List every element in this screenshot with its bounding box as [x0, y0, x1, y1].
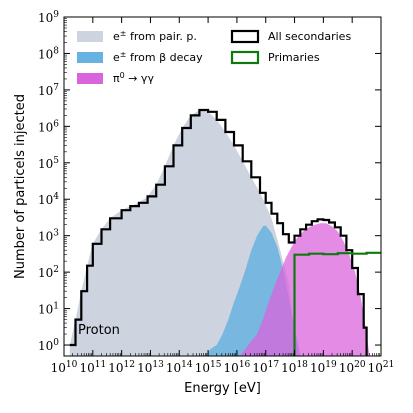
legend-swatch-primaries [230, 50, 260, 65]
y-tick-label: 104 [38, 192, 59, 207]
legend-label-primaries: Primaries [268, 51, 320, 64]
x-tick-label: 1011 [79, 360, 106, 375]
x-tick-label: 1015 [195, 360, 222, 375]
y-axis-title: Number of particels injected [13, 94, 28, 279]
plot-frame [63, 16, 382, 357]
legend: e± from pair. p. e± from β decay π0 → γγ Al… [77, 29, 351, 85]
x-tick-label: 1019 [310, 360, 337, 375]
legend-label-e-from-pair-p: e± from pair. p. [113, 29, 197, 43]
series-0-area [239, 223, 370, 356]
legend-label-e-from-decay: e± from β decay [113, 50, 203, 64]
y-tick-label: 102 [38, 265, 59, 280]
y-tick-label: 106 [38, 119, 59, 134]
x-tick-label: 1013 [137, 360, 164, 375]
y-tick-label: 107 [38, 83, 59, 98]
ticks-layer: 1010 1011 1012 1013 1014 1015 1016 1017 1018 1019… [38, 10, 394, 375]
y-tick-label: 101 [38, 302, 59, 317]
x-tick-label: 1014 [166, 360, 193, 375]
plot-annotation: Proton [78, 323, 120, 338]
x-tick-label: 1018 [281, 360, 308, 375]
y-tick-label: 109 [38, 10, 59, 25]
legend-swatch-all-secondaries [230, 29, 260, 44]
x-tick-label: 1021 [368, 360, 395, 375]
series-all-secondaries-line [69, 108, 368, 356]
x-tick-label: 1016 [224, 360, 251, 375]
y-tick-label: 105 [38, 156, 59, 171]
x-tick-label: 1017 [252, 360, 279, 375]
y-tick-label: 108 [38, 46, 59, 61]
series-primaries-line [293, 251, 381, 356]
legend-label-0: π0 → γγ [113, 71, 154, 85]
x-tick-label: 1020 [339, 360, 366, 375]
legend-label-all-secondaries: All secondaries [268, 30, 351, 43]
x-tick-label: 1012 [108, 360, 135, 375]
y-tick-label: 103 [38, 229, 59, 244]
y-tick-label: 100 [38, 338, 59, 353]
legend-swatch-e-from-pair-p [77, 31, 103, 42]
legend-swatch-e-from-decay [77, 52, 103, 63]
x-axis-title: Energy [eV] [184, 381, 261, 396]
legend-swatch-0 [77, 73, 103, 84]
series-layer [69, 108, 381, 356]
x-tick-label: 1010 [51, 360, 78, 375]
